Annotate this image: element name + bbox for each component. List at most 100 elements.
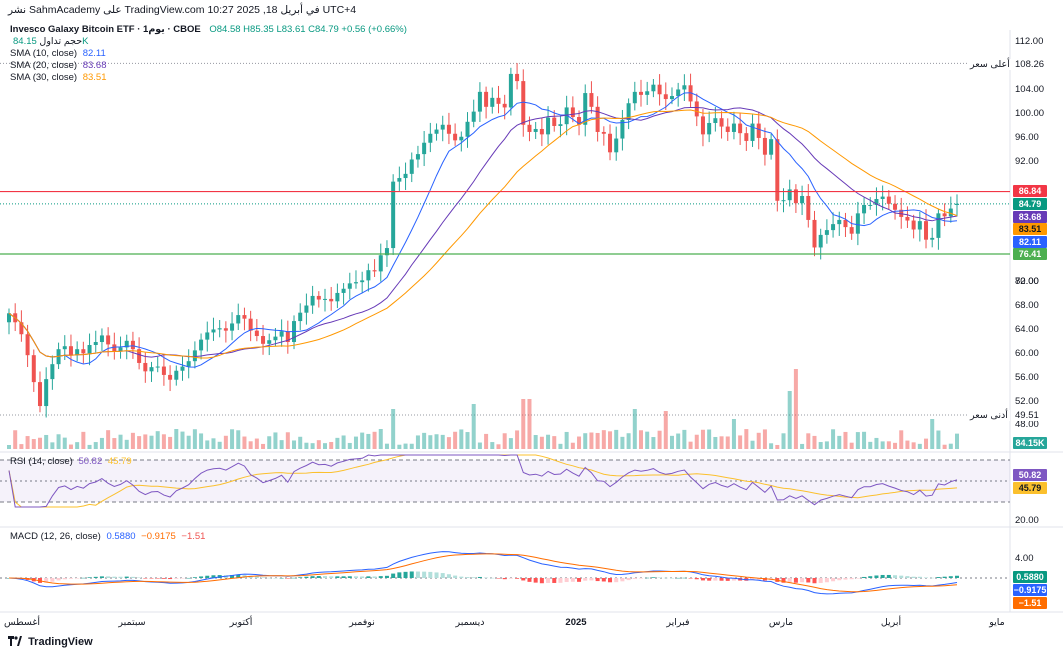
volume-bar (496, 444, 501, 449)
high-price-label: 108.26 (1013, 59, 1047, 70)
macd-hist-bar (639, 578, 643, 579)
low-price-label: 49.51 (1013, 410, 1041, 421)
macd-hist-bar (725, 578, 730, 581)
candle-body (174, 370, 179, 380)
candle-body (223, 328, 228, 331)
price-tick: 100.00 (1015, 108, 1045, 119)
volume-bar (632, 409, 637, 449)
candle-body (855, 213, 860, 234)
candle-body (143, 362, 148, 372)
macd-hist-bar (391, 573, 396, 578)
price-tick: 56.00 (1015, 372, 1039, 383)
macd-hist-bar (837, 578, 842, 581)
candle-body (273, 336, 278, 341)
candle-body (50, 364, 55, 380)
volume-bar (824, 441, 829, 449)
candle-body (707, 122, 712, 135)
candle-body (762, 137, 767, 155)
macd-hist-badge-pos: 0.5880 (1013, 571, 1047, 583)
candle-body (409, 159, 414, 174)
candle-body (917, 221, 922, 230)
volume-bar (186, 435, 191, 449)
price-tick: 52.00 (1015, 396, 1039, 407)
candle-body (186, 361, 191, 367)
macd-hist-bar (546, 578, 551, 583)
volume-bar (199, 433, 204, 449)
volume-bar (304, 442, 309, 449)
candle-body (843, 219, 848, 228)
legend-sma10[interactable]: SMA (10, close) 82.11 (10, 48, 106, 60)
volume-bar (725, 436, 730, 449)
macd-hist-bar (508, 578, 513, 579)
volume-bar (874, 437, 879, 449)
macd-hist-bar (626, 578, 631, 581)
volume-bar (756, 432, 761, 449)
volume-bar (323, 443, 327, 449)
candle-body (440, 124, 445, 130)
macd-hist-bar (694, 578, 699, 580)
candle-body (713, 118, 718, 123)
volume-label: حجم تداول (39, 36, 83, 47)
time-tick: ديسمبر (455, 617, 485, 628)
volume-bar (378, 429, 383, 449)
macd-hist-bar (304, 576, 309, 578)
macd-hist-bar (353, 576, 358, 578)
macd-hist-bar (862, 576, 867, 578)
macd-hist-bar (298, 577, 303, 578)
volume-bar (285, 432, 290, 449)
macd-hist-bar (434, 572, 439, 578)
legend-macd[interactable]: MACD (12, 26, close) 0.5880 −0.9175 −1.5… (10, 531, 205, 543)
publish-info: نشر SahmAcademy على TradingView.com في أ… (8, 4, 357, 16)
macd-hist-bar (924, 577, 929, 578)
macd-hist-bar (149, 578, 154, 579)
candle-body (651, 84, 656, 92)
candle-body (155, 366, 160, 368)
candle-body (25, 334, 30, 356)
legend-sma30[interactable]: SMA (30, close) 83.51 (10, 72, 106, 84)
macd-hist-bar (130, 576, 135, 578)
macd-hist-bar (93, 576, 98, 578)
macd-hist-value: −1.51 (181, 531, 206, 542)
candle-body (384, 248, 389, 256)
candle-body (37, 382, 42, 407)
volume-bar (397, 444, 402, 449)
candle-body (769, 139, 774, 155)
macd-hist-bar (279, 577, 284, 579)
macd-hist-bar (533, 578, 538, 583)
candle-body (955, 203, 959, 205)
time-tick: أكتوبر (229, 617, 253, 628)
legend-sma20[interactable]: SMA (20, close) 83.68 (10, 60, 106, 72)
candle-body (688, 85, 693, 102)
candle-body (366, 270, 371, 281)
candle-body (725, 126, 730, 132)
legend-rsi[interactable]: RSI (14, close) 50.82 45.79 (10, 456, 132, 468)
macd-hist-bar (955, 575, 959, 578)
sma20-value: 83.68 (82, 60, 107, 71)
volume-bar (459, 429, 464, 449)
macd-hist-bar (930, 577, 935, 579)
macd-hist-bar (614, 578, 619, 583)
symbol-name[interactable]: Invesco Galaxy Bitcoin ETF · يوم1 · CBOE (10, 24, 201, 35)
volume-bar (13, 430, 18, 449)
volume-bar (298, 436, 303, 449)
candle-body (360, 280, 365, 283)
macd-hist-bar (793, 578, 798, 583)
candle-body (676, 89, 681, 97)
macd-hist-bar (75, 578, 80, 579)
price-tick: 68.00 (1015, 300, 1039, 311)
rsi-line (8, 454, 958, 508)
volume-bar (7, 445, 11, 449)
volume-bar (955, 433, 959, 449)
rsi-ma-badge: 45.79 (1013, 482, 1047, 494)
price-tick: 96.00 (1015, 132, 1039, 143)
volume-bar (168, 436, 173, 449)
macd-hist-bar (248, 575, 253, 578)
macd-hist-bar (459, 576, 464, 578)
volume-bar (626, 433, 631, 449)
candle-body (787, 189, 792, 201)
volume-bar (558, 443, 563, 449)
volume-bar (75, 442, 80, 449)
volume-bar (310, 443, 315, 449)
tradingview-logo[interactable]: TradingView (8, 636, 93, 648)
